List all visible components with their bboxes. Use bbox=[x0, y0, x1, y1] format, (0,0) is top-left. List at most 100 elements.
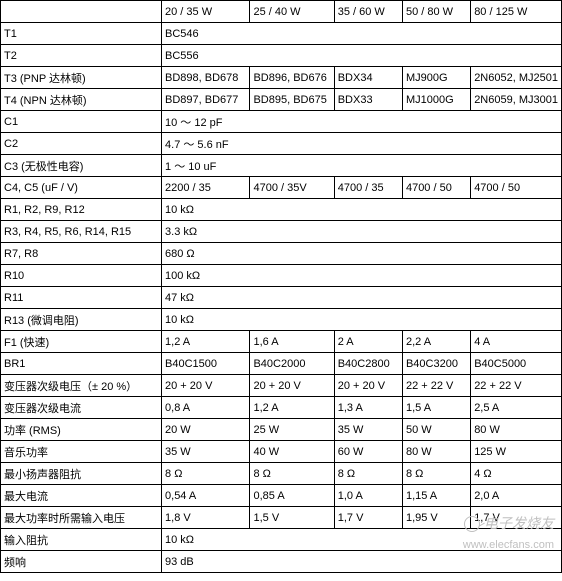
row-value: 0,8 A bbox=[162, 397, 250, 419]
header-cell: 50 / 80 W bbox=[402, 1, 470, 23]
row-value: 4700 / 35V bbox=[250, 177, 334, 199]
row-value-merged: 10 kΩ bbox=[162, 309, 562, 331]
row-value-merged: BC556 bbox=[162, 45, 562, 67]
table-row: 音乐功率35 W40 W60 W80 W125 W bbox=[1, 441, 562, 463]
row-value: BD898, BD678 bbox=[162, 67, 250, 89]
row-value: 25 W bbox=[250, 419, 334, 441]
row-value: 1,6 A bbox=[250, 331, 334, 353]
table-row: R7, R8680 Ω bbox=[1, 243, 562, 265]
row-label: R1, R2, R9, R12 bbox=[1, 199, 162, 221]
row-label: C2 bbox=[1, 133, 162, 155]
table-row: 变压器次级电压（± 20 %）20 + 20 V20 + 20 V20 + 20… bbox=[1, 375, 562, 397]
row-value: B40C2800 bbox=[334, 353, 402, 375]
row-value-merged: 10 ～ 12 pF bbox=[162, 111, 562, 133]
row-value: 4700 / 50 bbox=[402, 177, 470, 199]
table-row: C24.7 ～ 5.6 nF bbox=[1, 133, 562, 155]
row-value-merged: 100 kΩ bbox=[162, 265, 562, 287]
table-row: 最大功率时所需输入电压1,8 V1,5 V1,7 V1,95 V1,7 V bbox=[1, 507, 562, 529]
row-value: BDX34 bbox=[334, 67, 402, 89]
row-value-merged: 4.7 ～ 5.6 nF bbox=[162, 133, 562, 155]
row-value: 60 W bbox=[334, 441, 402, 463]
row-value: 22 + 22 V bbox=[471, 375, 562, 397]
row-value: B40C2000 bbox=[250, 353, 334, 375]
row-value: 2N6059, MJ3001 bbox=[471, 89, 562, 111]
row-value: 4700 / 50 bbox=[471, 177, 562, 199]
row-value: 1,95 V bbox=[402, 507, 470, 529]
table-row: R10100 kΩ bbox=[1, 265, 562, 287]
row-value: 4 A bbox=[471, 331, 562, 353]
row-value: 2200 / 35 bbox=[162, 177, 250, 199]
row-label: R7, R8 bbox=[1, 243, 162, 265]
row-value-merged: 93 dB bbox=[162, 551, 562, 573]
row-label: F1 (快速) bbox=[1, 331, 162, 353]
row-value: 1,0 A bbox=[334, 485, 402, 507]
row-value: 1,15 A bbox=[402, 485, 470, 507]
row-value: 2,5 A bbox=[471, 397, 562, 419]
table-row: 最小扬声器阻抗8 Ω8 Ω8 Ω8 Ω4 Ω bbox=[1, 463, 562, 485]
row-value: BDX33 bbox=[334, 89, 402, 111]
row-value: 1,2 A bbox=[162, 331, 250, 353]
row-value: MJ900G bbox=[402, 67, 470, 89]
table-row: T2BC556 bbox=[1, 45, 562, 67]
row-label: R3, R4, R5, R6, R14, R15 bbox=[1, 221, 162, 243]
row-label: T1 bbox=[1, 23, 162, 45]
row-value: 1,8 V bbox=[162, 507, 250, 529]
row-value: MJ1000G bbox=[402, 89, 470, 111]
table-row: T4 (NPN 达林顿)BD897, BD677BD895, BD675BDX3… bbox=[1, 89, 562, 111]
row-value: 8 Ω bbox=[162, 463, 250, 485]
row-value: 1,5 A bbox=[402, 397, 470, 419]
row-value: B40C3200 bbox=[402, 353, 470, 375]
row-value: 2,0 A bbox=[471, 485, 562, 507]
row-value: 1,5 V bbox=[250, 507, 334, 529]
row-value: 1,3 A bbox=[334, 397, 402, 419]
row-value-merged: 3.3 kΩ bbox=[162, 221, 562, 243]
row-value-merged: 10 kΩ bbox=[162, 529, 562, 551]
table-row: T1BC546 bbox=[1, 23, 562, 45]
row-value: 80 W bbox=[402, 441, 470, 463]
table-row: R3, R4, R5, R6, R14, R153.3 kΩ bbox=[1, 221, 562, 243]
row-value: BD897, BD677 bbox=[162, 89, 250, 111]
row-value: 1,7 V bbox=[471, 507, 562, 529]
row-value: 35 W bbox=[334, 419, 402, 441]
row-value-merged: 1 ～ 10 uF bbox=[162, 155, 562, 177]
table-row: T3 (PNP 达林顿)BD898, BD678BD896, BD676BDX3… bbox=[1, 67, 562, 89]
row-value: 20 + 20 V bbox=[162, 375, 250, 397]
row-value: 22 + 22 V bbox=[402, 375, 470, 397]
row-value: 20 + 20 V bbox=[334, 375, 402, 397]
header-cell: 25 / 40 W bbox=[250, 1, 334, 23]
row-value: BD896, BD676 bbox=[250, 67, 334, 89]
table-row: 频响93 dB bbox=[1, 551, 562, 573]
row-value: 50 W bbox=[402, 419, 470, 441]
row-label: T2 bbox=[1, 45, 162, 67]
row-value-merged: 10 kΩ bbox=[162, 199, 562, 221]
row-value: 0,85 A bbox=[250, 485, 334, 507]
row-label: 最大电流 bbox=[1, 485, 162, 507]
row-value: 0,54 A bbox=[162, 485, 250, 507]
row-value: 8 Ω bbox=[334, 463, 402, 485]
row-value: 4700 / 35 bbox=[334, 177, 402, 199]
table-row: BR1B40C1500B40C2000B40C2800B40C3200B40C5… bbox=[1, 353, 562, 375]
row-value: 8 Ω bbox=[402, 463, 470, 485]
table-row: 功率 (RMS)20 W25 W35 W50 W80 W bbox=[1, 419, 562, 441]
spec-table: 20 / 35 W25 / 40 W35 / 60 W50 / 80 W80 /… bbox=[0, 0, 562, 573]
row-value-merged: BC546 bbox=[162, 23, 562, 45]
row-value-merged: 680 Ω bbox=[162, 243, 562, 265]
row-value: 80 W bbox=[471, 419, 562, 441]
header-cell bbox=[1, 1, 162, 23]
row-value: 2N6052, MJ2501 bbox=[471, 67, 562, 89]
table-row: R1147 kΩ bbox=[1, 287, 562, 309]
header-cell: 20 / 35 W bbox=[162, 1, 250, 23]
table-row: 最大电流0,54 A0,85 A1,0 A1,15 A2,0 A bbox=[1, 485, 562, 507]
row-value: 1,7 V bbox=[334, 507, 402, 529]
row-label: 最大功率时所需输入电压 bbox=[1, 507, 162, 529]
row-label: 音乐功率 bbox=[1, 441, 162, 463]
header-cell: 35 / 60 W bbox=[334, 1, 402, 23]
row-label: C4, C5 (uF / V) bbox=[1, 177, 162, 199]
row-value: 1,2 A bbox=[250, 397, 334, 419]
table-header-row: 20 / 35 W25 / 40 W35 / 60 W50 / 80 W80 /… bbox=[1, 1, 562, 23]
row-value: 20 W bbox=[162, 419, 250, 441]
row-value: 35 W bbox=[162, 441, 250, 463]
row-label: 变压器次级电压（± 20 %） bbox=[1, 375, 162, 397]
row-label: R10 bbox=[1, 265, 162, 287]
row-label: 频响 bbox=[1, 551, 162, 573]
